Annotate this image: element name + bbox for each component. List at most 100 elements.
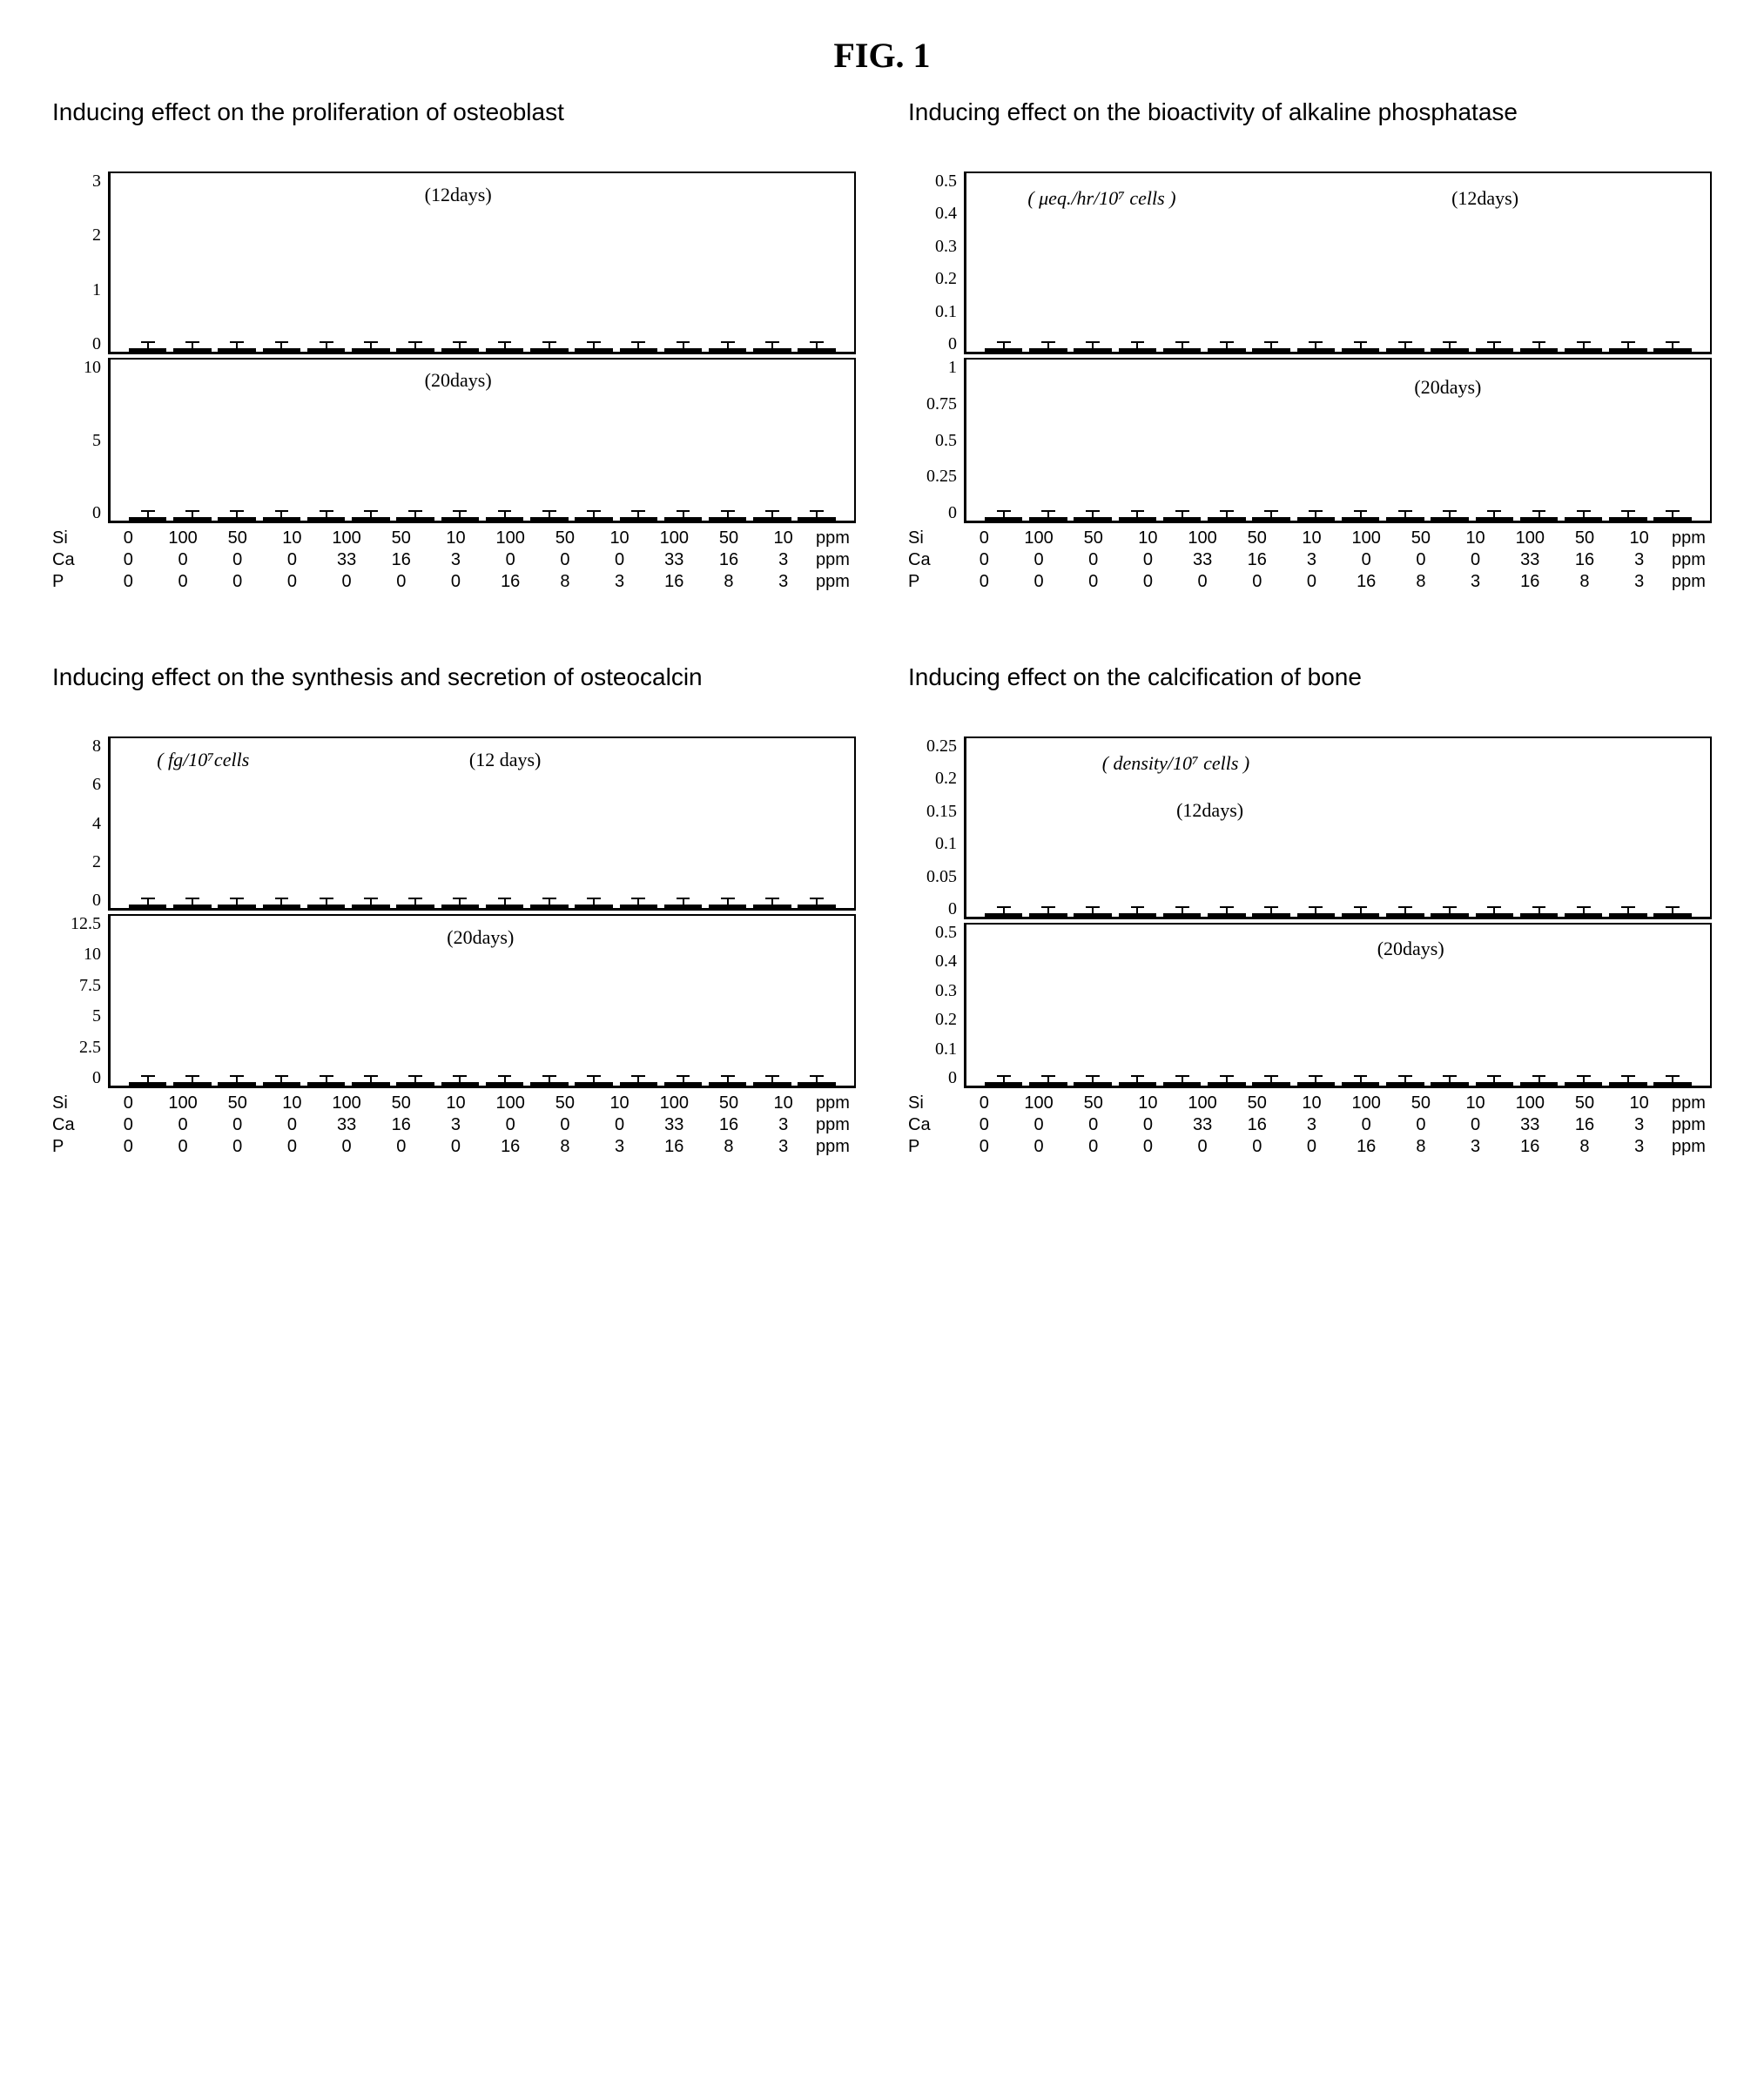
panel-title: Inducing effect on the bioactivity of al…: [908, 97, 1712, 161]
x-cell: 100: [647, 1093, 702, 1113]
panel-calcification: Inducing effect on the calcification of …: [908, 662, 1712, 1157]
bar: [396, 517, 434, 521]
x-cell: 0: [265, 1115, 320, 1135]
bar-slot: [1472, 913, 1517, 917]
bar-slot: [1338, 1082, 1383, 1086]
bar: [1565, 913, 1602, 917]
figure-title: FIG. 1: [52, 35, 1712, 76]
bar-slot: [438, 905, 482, 908]
bar: [1208, 517, 1245, 521]
x-cell: 0: [101, 528, 156, 548]
bar-slot: [125, 1082, 170, 1086]
bar-slot: [438, 1082, 482, 1086]
bar-slot: [1026, 348, 1070, 352]
bar-slot: [170, 517, 214, 521]
bar: [1074, 517, 1111, 521]
bar: [173, 905, 211, 908]
x-cell: 16: [647, 1137, 702, 1157]
x-cell: 10: [265, 1093, 320, 1113]
x-row-label: Ca: [908, 1115, 957, 1135]
x-cell: 50: [538, 528, 593, 548]
subchart: 1050(20days): [52, 358, 856, 523]
bar: [1609, 913, 1646, 917]
bar: [1074, 348, 1111, 352]
x-cell: 8: [1394, 572, 1449, 592]
bar: [218, 1082, 255, 1086]
y-tick: 0: [948, 899, 957, 919]
x-cell: 50: [1066, 1093, 1121, 1113]
x-cell: 0: [210, 1137, 265, 1157]
x-cell: 16: [483, 572, 538, 592]
bar-slot: [527, 905, 571, 908]
bar: [1609, 348, 1646, 352]
bar-slot: [1294, 1082, 1338, 1086]
bar: [1029, 517, 1067, 521]
bar-slot: [1561, 1082, 1606, 1086]
x-cell: 16: [483, 1137, 538, 1157]
x-cell: 0: [1339, 1115, 1394, 1135]
bar: [173, 348, 211, 352]
bar: [396, 348, 434, 352]
x-cell: 10: [1448, 528, 1503, 548]
bar: [352, 517, 389, 521]
bar-slot: [1026, 517, 1070, 521]
x-cell: 50: [702, 528, 757, 548]
y-tick: 0.1: [935, 834, 957, 854]
x-cell: 10: [756, 528, 811, 548]
chart-stack: 86420( fg/10⁷cells(12 days)12.5107.552.5…: [52, 736, 856, 1088]
y-tick: 0.25: [926, 736, 957, 757]
chart-stack: 3210(12days)1050(20days): [52, 172, 856, 523]
bar: [1252, 348, 1289, 352]
bar-slot: [304, 1082, 348, 1086]
x-cell: 8: [702, 572, 757, 592]
y-tick: 3: [92, 172, 101, 192]
y-tick: 0: [948, 503, 957, 523]
panel-title: Inducing effect on the proliferation of …: [52, 97, 856, 161]
y-tick: 6: [92, 775, 101, 795]
x-cell: 0: [1394, 550, 1449, 570]
x-cell: 10: [1612, 1093, 1666, 1113]
bar: [753, 348, 791, 352]
x-cell: 100: [1503, 1093, 1558, 1113]
x-cell: 10: [1121, 528, 1175, 548]
bar-slot: [571, 905, 616, 908]
bar-slot: [1071, 517, 1115, 521]
y-tick: 0.2: [935, 269, 957, 289]
x-cell: 0: [957, 1093, 1012, 1113]
x-cell: 0: [1066, 1115, 1121, 1135]
x-cell: 8: [1558, 1137, 1613, 1157]
x-cell: 10: [592, 1093, 647, 1113]
x-row-unit: ppm: [811, 1093, 856, 1113]
bar: [1029, 913, 1067, 917]
chart-box: ( density/10⁷ cells )(12days): [964, 736, 1712, 919]
x-cell: 0: [1012, 1137, 1067, 1157]
panel-proliferation: Inducing effect on the proliferation of …: [52, 97, 856, 592]
bar-slot: [661, 905, 705, 908]
x-cell: 3: [1612, 1137, 1666, 1157]
bar-slot: [304, 348, 348, 352]
y-tick: 0.25: [926, 467, 957, 487]
x-cell: 8: [702, 1137, 757, 1157]
x-cell: 16: [1558, 550, 1613, 570]
x-cell: 0: [428, 1137, 483, 1157]
bar-slot: [304, 905, 348, 908]
subchart: 12.5107.552.50(20days): [52, 914, 856, 1088]
bar: [307, 348, 345, 352]
bar: [1119, 348, 1156, 352]
x-cell: 100: [647, 528, 702, 548]
bar: [486, 517, 523, 521]
x-row-label: Si: [908, 1093, 957, 1113]
x-axis-table: Si01005010100501010050101005010ppmCa0000…: [908, 1093, 1712, 1157]
x-row-label: Ca: [52, 550, 101, 570]
bar: [1476, 1082, 1513, 1086]
bar-slot: [393, 905, 437, 908]
bar-slot: [215, 517, 259, 521]
bar-slot: [1071, 348, 1115, 352]
bar-slot: [1204, 517, 1249, 521]
x-cell: 10: [1121, 1093, 1175, 1113]
panel-title: Inducing effect on the synthesis and sec…: [52, 662, 856, 726]
bar: [1342, 517, 1379, 521]
bar: [1074, 1082, 1111, 1086]
y-tick: 2.5: [79, 1038, 101, 1058]
bar: [985, 1082, 1022, 1086]
